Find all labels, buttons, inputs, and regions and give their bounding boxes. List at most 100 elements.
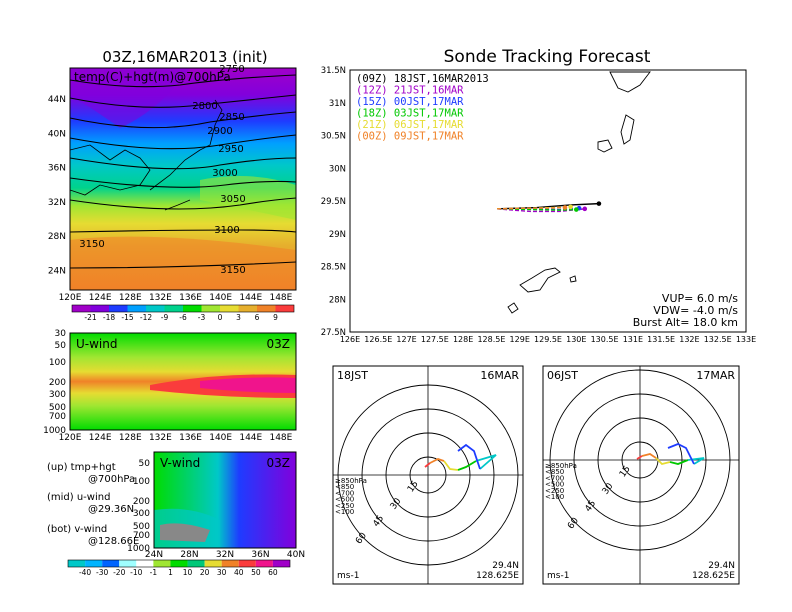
- colorbar-swatch: [90, 305, 109, 312]
- colorbar-label: -40: [79, 568, 91, 577]
- track-end-point: [582, 206, 588, 212]
- lon-tick-label: 132.5E: [704, 335, 732, 344]
- note-bot-2: @128.66E: [88, 536, 139, 547]
- colorbar-swatch: [238, 305, 257, 312]
- lon-tick-label: 129E: [510, 335, 530, 344]
- hodo-date: 17MAR: [696, 369, 735, 382]
- colorbar-swatch: [72, 305, 91, 312]
- lon-tick-label: 127.5E: [421, 335, 449, 344]
- island-amami: [519, 267, 561, 293]
- u-time: 03Z: [267, 337, 291, 351]
- map-frame: [69, 67, 297, 291]
- colorbar-swatch: [153, 560, 171, 567]
- lon-tick-label: 124E: [89, 293, 112, 303]
- track-end-point: [568, 204, 573, 210]
- pressure-tick-label: 700: [49, 412, 66, 422]
- note-bot-1: (bot) v-wind: [47, 524, 107, 535]
- note-mid-1: (mid) u-wind: [47, 492, 110, 503]
- hodo-trace: [424, 462, 431, 468]
- hodo-lon: 128.625E: [476, 571, 519, 581]
- track-end-point: [596, 201, 602, 206]
- colorbar-swatch: [275, 305, 294, 312]
- tracking-frame: [349, 69, 747, 333]
- level-legend: <700: [545, 474, 564, 482]
- lon-tick-label: 127E: [396, 335, 416, 344]
- hodograph-frame: [542, 365, 740, 585]
- colorbar-swatch: [255, 560, 273, 567]
- lat-tick-label: 28N: [48, 232, 66, 242]
- island-kyushu: [609, 71, 651, 93]
- colorbar-swatch: [109, 305, 128, 312]
- contour-label: 2950: [218, 144, 243, 155]
- contour-label: 2800: [192, 101, 217, 112]
- colorbar-swatch: [238, 560, 256, 567]
- pressure-tick-label: 50: [139, 459, 151, 469]
- colorbar-swatch: [136, 560, 154, 567]
- tracking-legend: (09Z) 18JST,16MAR2013(12Z) 21JST,16MAR(1…: [356, 73, 489, 143]
- legend-entry: (21Z) 06JST,17MAR: [356, 119, 464, 131]
- level-legend: <500: [335, 496, 354, 504]
- u-frame: [69, 332, 297, 431]
- lat-tick-label: 30N: [329, 164, 346, 174]
- jet-max: [200, 377, 296, 393]
- level-legend: <500: [545, 481, 564, 489]
- pressure-tick-label: 500: [133, 522, 150, 532]
- lat-tick-label: 36N: [48, 164, 66, 174]
- lat-tick-label: 31N: [329, 99, 346, 109]
- level-legend: ≥850hPa: [545, 462, 577, 470]
- lat-tick-label: 32N: [216, 550, 234, 560]
- lon-tick-label: 128E: [119, 433, 142, 443]
- contour-label: 3150: [79, 239, 104, 250]
- lat-tick-label: 32N: [48, 198, 66, 208]
- hodo-lat: 29.4N: [492, 561, 519, 571]
- temp-hgt-map: 03Z,16MAR2013 (init) 2750 2800 2850 2900…: [48, 48, 297, 322]
- colorbar-swatch: [201, 305, 220, 312]
- lon-tick-label: 132E: [679, 335, 699, 344]
- colorbar-label: -1: [150, 568, 158, 577]
- note-up-2: @700hPa: [88, 474, 135, 485]
- pressure-tick-label: 500: [49, 403, 66, 413]
- level-legend: <700: [335, 489, 354, 497]
- note-mid-2: @29.36N: [88, 504, 134, 515]
- legend-entry: (09Z) 18JST,16MAR2013: [356, 73, 489, 85]
- tracking-params: VUP= 6.0 m/s VDW= -4.0 m/s Burst Alt= 18…: [633, 292, 739, 329]
- level-legend: <850: [545, 468, 564, 476]
- colorbar-label: 3: [236, 313, 241, 322]
- colorbar-swatch: [220, 305, 239, 312]
- map-lat-ticks: 44N 40N 36N 32N 28N 24N: [48, 95, 66, 277]
- hodo-trace: [641, 453, 657, 459]
- hodo-trace: [655, 457, 671, 465]
- colorbar-label: 20: [200, 568, 210, 577]
- colorbar-swatch: [272, 560, 290, 567]
- lon-tick-label: 148E: [269, 293, 292, 303]
- lat-tick-label: 24N: [48, 267, 66, 277]
- colorbar-label: 60: [268, 568, 278, 577]
- hodo-trace: [667, 443, 695, 465]
- colorbar-label: -18: [103, 313, 115, 322]
- lon-tick-label: 130E: [566, 335, 586, 344]
- tracking-lon-ticks: 126E 126.5E 127E 127.5E 128E 128.5E 129E 129.5E…: [340, 335, 756, 344]
- hodo-date: 16MAR: [480, 369, 519, 382]
- contour-label: 3100: [214, 225, 239, 236]
- track-line: [497, 206, 565, 210]
- level-legend: <100: [545, 493, 564, 501]
- hodo-time: 18JST: [337, 369, 368, 382]
- map-label: temp(C)+hgt(m)@700hPa: [74, 70, 231, 84]
- lon-tick-label: 133E: [736, 335, 756, 344]
- lon-tick-label: 144E: [239, 293, 262, 303]
- temp-colorbar: -21 -18 -15 -12 -9 -6 -3 0 3 6 9: [71, 304, 295, 322]
- colorbar-label: -30: [96, 568, 108, 577]
- hodo-trace: [443, 460, 459, 471]
- lon-tick-label: 129.5E: [534, 335, 562, 344]
- tracking-map: Sonde Tracking Forecast 31.5N 31N 30.5N 30N…: [321, 47, 756, 344]
- lon-tick-label: 120E: [59, 433, 82, 443]
- pressure-tick-label: 700: [133, 531, 150, 541]
- cold-core: [70, 68, 190, 128]
- level-legend: <100: [335, 508, 354, 516]
- colorbar-swatch: [204, 560, 222, 567]
